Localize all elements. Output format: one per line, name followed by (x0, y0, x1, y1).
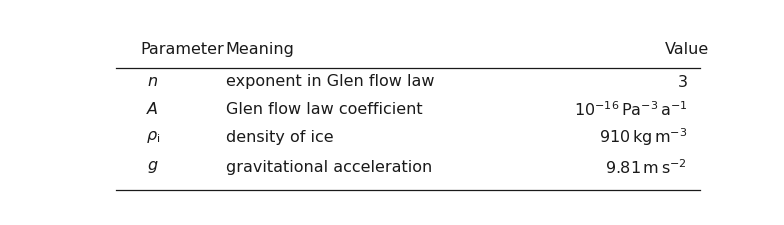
Text: $A$: $A$ (147, 101, 159, 117)
Text: $3$: $3$ (677, 74, 688, 90)
Text: $g$: $g$ (147, 159, 158, 175)
Text: $n$: $n$ (147, 74, 158, 89)
Text: $9.81\,\mathrm{m}\,\mathrm{s}^{-2}$: $9.81\,\mathrm{m}\,\mathrm{s}^{-2}$ (605, 158, 688, 177)
Text: Value: Value (666, 42, 710, 57)
Text: gravitational acceleration: gravitational acceleration (226, 160, 432, 175)
Text: $910\,\mathrm{kg}\,\mathrm{m}^{-3}$: $910\,\mathrm{kg}\,\mathrm{m}^{-3}$ (599, 126, 688, 148)
Text: exponent in Glen flow law: exponent in Glen flow law (226, 74, 434, 89)
Text: Glen flow law coefficient: Glen flow law coefficient (226, 102, 423, 117)
Text: Meaning: Meaning (226, 42, 295, 57)
Text: $10^{-16}\,\mathrm{Pa}^{-3}\,\mathrm{a}^{-1}$: $10^{-16}\,\mathrm{Pa}^{-3}\,\mathrm{a}^… (574, 100, 688, 119)
Text: Parameter: Parameter (140, 42, 224, 57)
Text: $\rho_{\mathrm{i}}$: $\rho_{\mathrm{i}}$ (146, 129, 160, 145)
Text: density of ice: density of ice (226, 130, 333, 144)
